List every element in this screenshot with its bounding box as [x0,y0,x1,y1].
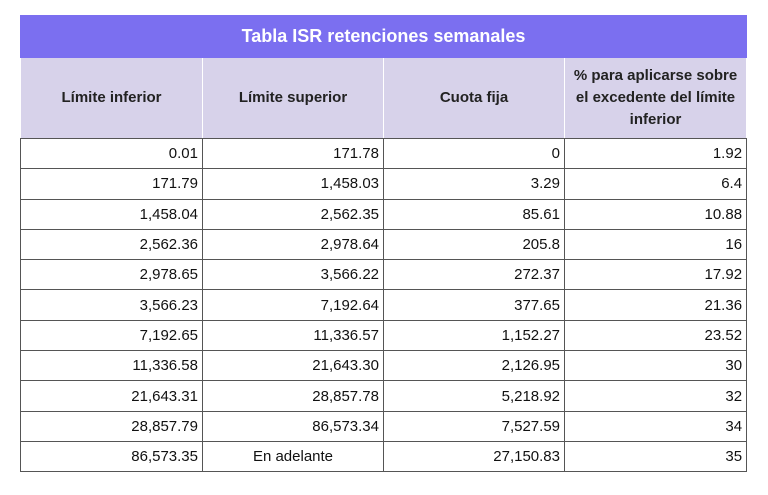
table-cell: 34 [563,410,748,442]
table-cell: 205.8 [383,228,565,261]
table-cell: 23.52 [563,319,748,352]
table-cell: 1,152.27 [383,319,565,352]
table-cell: 21.36 [563,289,748,321]
table-row: 0.01 171.78 0 1.92 [20,137,748,170]
header-limite-superior: Límite superior [202,57,384,139]
table-cell: 2,978.65 [20,259,203,291]
table-cell: 1,458.03 [202,168,384,200]
table-cell: 5,218.92 [383,380,565,412]
table-cell: 1.92 [563,137,748,170]
table-cell: 11,336.58 [20,350,203,382]
table-row: 2,978.65 3,566.22 272.37 17.92 [20,259,748,291]
table-row: 3,566.23 7,192.64 377.65 21.36 [20,289,748,321]
table-row: 28,857.79 86,573.34 7,527.59 34 [20,410,748,442]
table-cell: 32 [563,380,748,412]
table-cell: 28,857.78 [202,380,384,412]
table-row: 2,562.36 2,978.64 205.8 16 [20,228,748,261]
table-cell: 2,562.36 [20,228,203,261]
table-cell: 2,978.64 [202,228,384,261]
table-cell: 30 [563,350,748,382]
table-cell: 21,643.31 [20,380,203,412]
table-cell: 11,336.57 [202,319,384,352]
table-cell: 272.37 [383,259,565,291]
table-cell: 7,527.59 [383,410,565,442]
table-cell: 17.92 [563,259,748,291]
table-row: 1,458.04 2,562.35 85.61 10.88 [20,198,748,230]
isr-table-container: Tabla ISR retenciones semanales Límite i… [19,15,748,473]
header-porcentaje-excedente: % para aplicarse sobre el excedente del … [563,57,748,139]
table-cell: 6.4 [563,168,748,200]
table-cell: 86,573.35 [20,440,203,473]
table-row: 7,192.65 11,336.57 1,152.27 23.52 [20,319,748,352]
table-cell: 7,192.64 [202,289,384,321]
table-cell: 35 [563,440,748,473]
table-cell: 27,150.83 [383,440,565,473]
table-cell: 1,458.04 [20,198,203,230]
table-cell: 16 [563,228,748,261]
table-body: 0.01 171.78 0 1.92 171.79 1,458.03 3.29 6.4 1,45… [20,137,748,473]
table-cell: 21,643.30 [202,350,384,382]
table-cell: 3,566.22 [202,259,384,291]
table-cell: 0.01 [20,137,203,170]
table-cell: 3,566.23 [20,289,203,321]
table-row: 171.79 1,458.03 3.29 6.4 [20,168,748,200]
table-cell: 7,192.65 [20,319,203,352]
table-cell: 2,126.95 [383,350,565,382]
table-cell: 85.61 [383,198,565,230]
isr-weekly-table: Tabla ISR retenciones semanales Límite i… [19,15,748,473]
table-title: Tabla ISR retenciones semanales [19,15,748,58]
table-row: 11,336.58 21,643.30 2,126.95 30 [20,350,748,382]
table-cell: 28,857.79 [20,410,203,442]
table-cell: 0 [383,137,565,170]
table-row: 86,573.35 En adelante 27,150.83 35 [20,440,748,473]
table-cell: 86,573.34 [202,410,384,442]
table-cell: 2,562.35 [202,198,384,230]
table-cell: 171.78 [202,137,384,170]
table-cell: 171.79 [20,168,203,200]
title-row: Tabla ISR retenciones semanales [19,15,748,58]
header-limite-inferior: Límite inferior [20,57,203,139]
table-cell: En adelante [202,440,384,473]
table-row: 21,643.31 28,857.78 5,218.92 32 [20,380,748,412]
table-cell: 377.65 [383,289,565,321]
header-row: Límite inferior Límite superior Cuota fi… [20,57,748,139]
header-cuota-fija: Cuota fija [383,57,565,139]
table-cell: 10.88 [563,198,748,230]
table-cell: 3.29 [383,168,565,200]
